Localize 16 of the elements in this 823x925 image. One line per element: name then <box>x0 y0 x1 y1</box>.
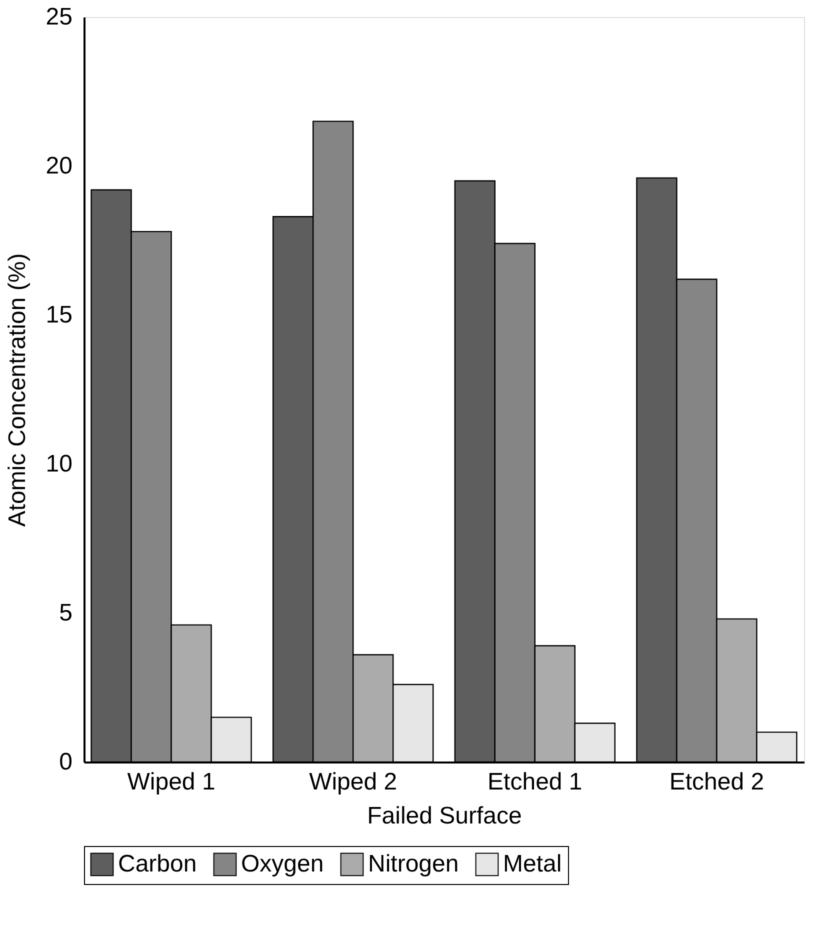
y-tick-label: 20 <box>46 152 72 180</box>
legend-label: Nitrogen <box>368 850 459 878</box>
legend-label: Carbon <box>118 850 197 878</box>
x-tick-label: Wiped 2 <box>309 768 398 796</box>
y-tick-label: 25 <box>46 4 72 30</box>
x-tick-label: Wiped 1 <box>127 768 216 796</box>
y-tick-label: 15 <box>46 302 72 328</box>
x-tick-label: Etched 2 <box>669 768 764 796</box>
y-tick-label: 10 <box>46 450 72 478</box>
legend-label: Oxygen <box>241 850 324 878</box>
legend-label: Metal <box>503 850 562 878</box>
y-axis-title: Atomic Concentration (%) <box>4 253 31 527</box>
x-tick-label: Etched 1 <box>488 768 582 796</box>
y-tick-label: 0 <box>59 748 72 776</box>
y-tick-label: 5 <box>59 600 72 626</box>
x-axis-title: Failed Surface <box>367 802 522 830</box>
